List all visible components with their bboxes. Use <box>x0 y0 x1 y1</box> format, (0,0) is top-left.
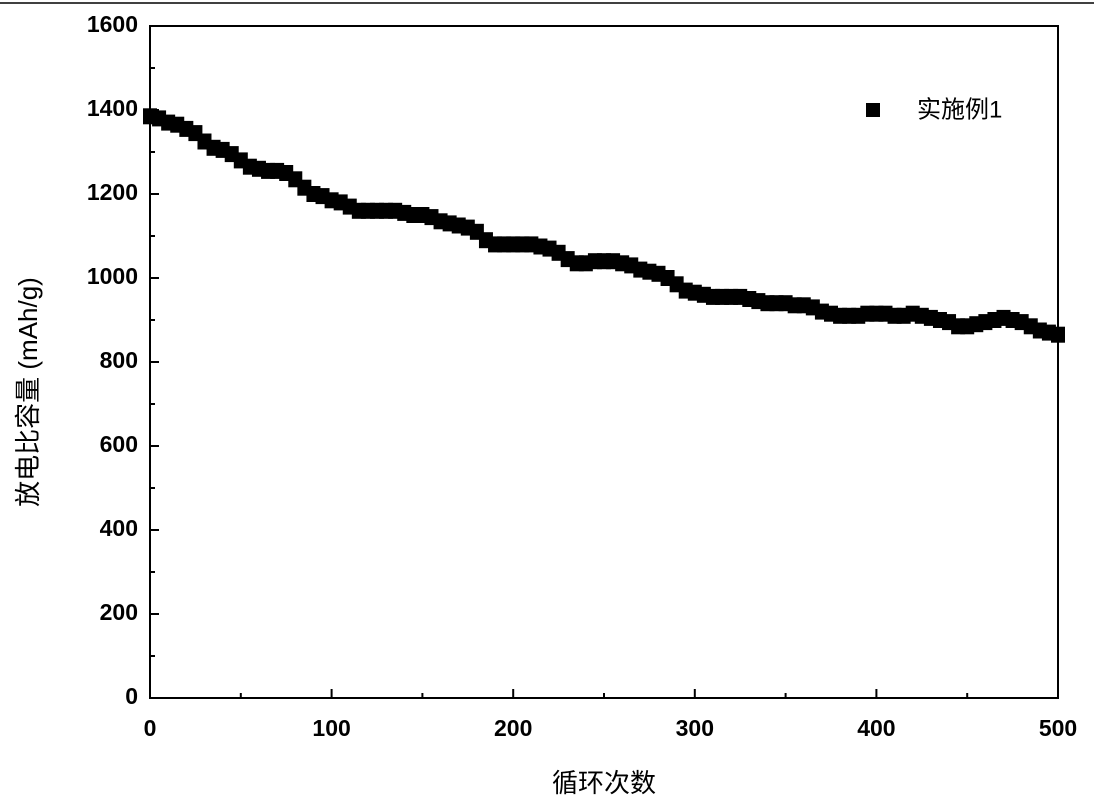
x-tick-label: 300 <box>676 715 714 741</box>
plot-frame <box>149 25 1059 699</box>
y-tick-label: 1400 <box>87 95 138 121</box>
x-tick-label: 500 <box>1039 715 1077 741</box>
y-axis-label: 放电比容量 (mAh/g) <box>13 277 43 507</box>
y-tick-label: 400 <box>100 515 138 541</box>
x-tick-label: 0 <box>144 715 157 741</box>
y-tick-label: 600 <box>100 431 138 457</box>
x-tick-label: 400 <box>857 715 895 741</box>
legend-label: 实施例1 <box>917 96 1002 123</box>
y-tick-label: 1200 <box>87 179 138 205</box>
y-tick-label: 0 <box>125 683 138 709</box>
y-tick-label: 800 <box>100 347 138 373</box>
y-tick-label: 200 <box>100 599 138 625</box>
y-tick-label: 1600 <box>87 11 138 37</box>
legend-marker <box>866 103 880 117</box>
point <box>1051 326 1065 343</box>
x-tick-label: 200 <box>494 715 532 741</box>
y-tick-label: 1000 <box>87 263 138 289</box>
x-tick-label: 100 <box>312 715 350 741</box>
x-axis-label: 循环次数 <box>552 768 656 798</box>
